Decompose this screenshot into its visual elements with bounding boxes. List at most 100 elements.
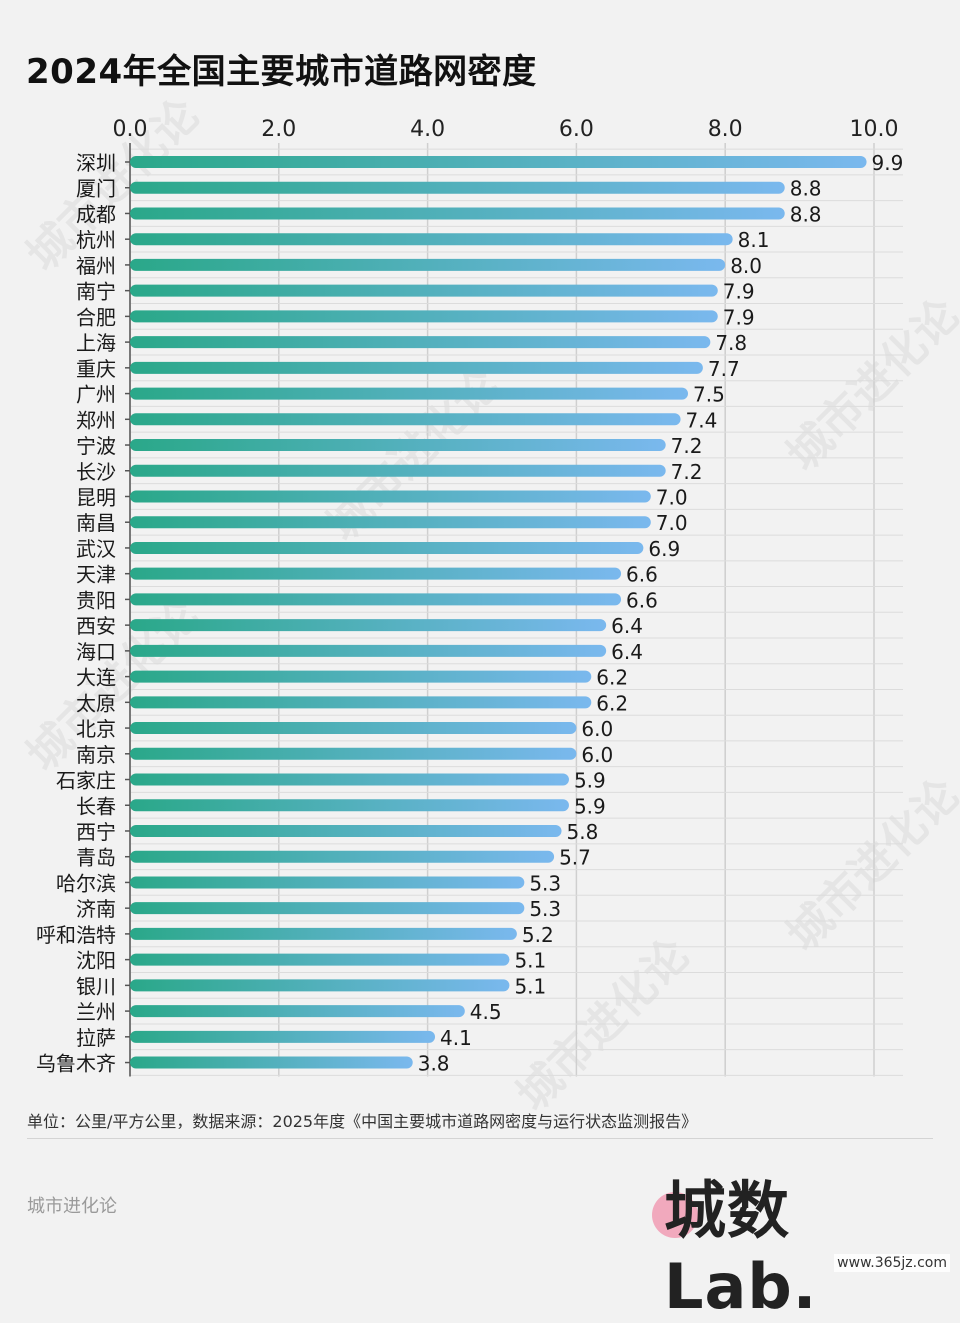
data-label: 8.8 xyxy=(790,177,822,201)
bar xyxy=(130,619,607,632)
category-label: 兰州 xyxy=(76,1000,116,1024)
data-label: 7.2 xyxy=(671,460,703,484)
bar xyxy=(130,1005,465,1018)
bar xyxy=(130,1056,413,1069)
category-label: 南京 xyxy=(76,743,116,767)
category-label: 西宁 xyxy=(76,820,116,844)
category-label: 郑州 xyxy=(76,408,116,432)
category-label: 石家庄 xyxy=(56,769,116,793)
bar xyxy=(130,413,681,426)
data-label: 4.1 xyxy=(440,1026,472,1050)
brand-logo: 城数Lab. xyxy=(652,1160,942,1323)
bar-chart: 0.0 2.0 4.0 6.0 8.0 10.0 深圳 9.9 厦门 8.8 成都 8.8 杭州 8.1 福… xyxy=(36,117,904,1077)
data-label: 8.1 xyxy=(738,228,770,252)
category-label: 贵阳 xyxy=(76,588,116,612)
bar xyxy=(130,670,592,683)
category-label: 合肥 xyxy=(76,305,116,329)
data-label: 7.0 xyxy=(656,485,688,509)
data-label: 5.3 xyxy=(529,871,561,895)
category-label: 厦门 xyxy=(76,177,116,201)
bar xyxy=(130,284,718,297)
data-label: 5.3 xyxy=(529,897,561,921)
bar xyxy=(130,464,666,477)
bar xyxy=(130,233,733,246)
data-label: 5.7 xyxy=(559,846,591,870)
logo-text: 城数Lab. xyxy=(664,1174,818,1323)
bar xyxy=(130,876,525,889)
bar xyxy=(130,1030,436,1043)
data-label: 8.8 xyxy=(790,202,822,226)
category-label: 海口 xyxy=(76,640,116,664)
bar xyxy=(130,824,562,837)
bar xyxy=(130,439,666,452)
category-label: 天津 xyxy=(76,563,116,587)
bar xyxy=(130,696,592,709)
data-label: 7.9 xyxy=(723,280,755,304)
data-label: 6.4 xyxy=(611,640,643,664)
data-label: 8.0 xyxy=(730,254,762,278)
bar xyxy=(130,336,711,349)
source-footnote: 单位：公里/平方公里，数据来源：2025年度《中国主要城市道路网密度与运行状态监… xyxy=(27,1112,698,1131)
data-label: 5.9 xyxy=(574,794,606,818)
category-label: 杭州 xyxy=(76,228,116,252)
divider xyxy=(27,1138,933,1139)
data-label: 7.9 xyxy=(723,305,755,329)
data-label: 7.2 xyxy=(671,434,703,458)
data-label: 5.2 xyxy=(522,923,554,947)
bar xyxy=(130,644,607,657)
data-label: 6.4 xyxy=(611,614,643,638)
category-label: 上海 xyxy=(76,331,116,355)
category-label: 济南 xyxy=(76,897,116,921)
data-label: 5.1 xyxy=(514,974,546,998)
category-label: 拉萨 xyxy=(76,1026,116,1050)
data-label: 6.2 xyxy=(596,666,628,690)
data-label: 4.5 xyxy=(470,1000,502,1024)
bar xyxy=(130,516,651,529)
bar xyxy=(130,593,622,606)
bar xyxy=(130,156,867,168)
bar xyxy=(130,747,577,760)
data-label: 7.8 xyxy=(715,331,747,355)
category-label: 长春 xyxy=(76,794,116,818)
x-tick-label: 6.0 xyxy=(559,117,594,142)
category-label: 北京 xyxy=(76,717,116,741)
category-label: 重庆 xyxy=(76,357,116,381)
category-label: 广州 xyxy=(76,383,116,407)
x-tick-label: 4.0 xyxy=(410,117,445,142)
category-label: 西安 xyxy=(76,614,116,638)
category-label: 乌鲁木齐 xyxy=(36,1052,116,1076)
bar xyxy=(130,387,688,400)
bar xyxy=(130,207,785,220)
bar xyxy=(130,927,517,940)
bar xyxy=(130,773,569,786)
bar xyxy=(130,361,703,374)
data-label: 6.0 xyxy=(581,743,613,767)
bar xyxy=(130,953,510,966)
data-label: 6.6 xyxy=(626,563,658,587)
category-label: 南宁 xyxy=(76,280,116,304)
data-label: 5.9 xyxy=(574,769,606,793)
category-label: 昆明 xyxy=(76,485,116,509)
data-label: 7.4 xyxy=(686,408,718,432)
data-label: 7.5 xyxy=(693,383,725,407)
chart-title: 2024年全国主要城市道路网密度 xyxy=(26,52,537,92)
brand-name: 城市进化论 xyxy=(27,1196,117,1217)
bar xyxy=(130,258,726,271)
site-watermark: www.365jz.com xyxy=(834,1254,950,1272)
bar xyxy=(130,850,555,863)
bar xyxy=(130,310,718,323)
bar xyxy=(130,490,651,503)
x-tick-label: 10.0 xyxy=(850,117,899,142)
category-label: 大连 xyxy=(76,666,116,690)
bar xyxy=(130,181,785,194)
category-label: 深圳 xyxy=(76,151,116,175)
bar xyxy=(130,722,577,735)
data-label: 9.9 xyxy=(872,151,904,175)
category-label: 太原 xyxy=(76,691,116,715)
bar xyxy=(130,799,569,812)
category-label: 呼和浩特 xyxy=(36,923,116,947)
data-label: 3.8 xyxy=(418,1052,450,1076)
x-tick-label: 2.0 xyxy=(261,117,296,142)
category-label: 青岛 xyxy=(76,846,116,870)
data-label: 7.7 xyxy=(708,357,740,381)
